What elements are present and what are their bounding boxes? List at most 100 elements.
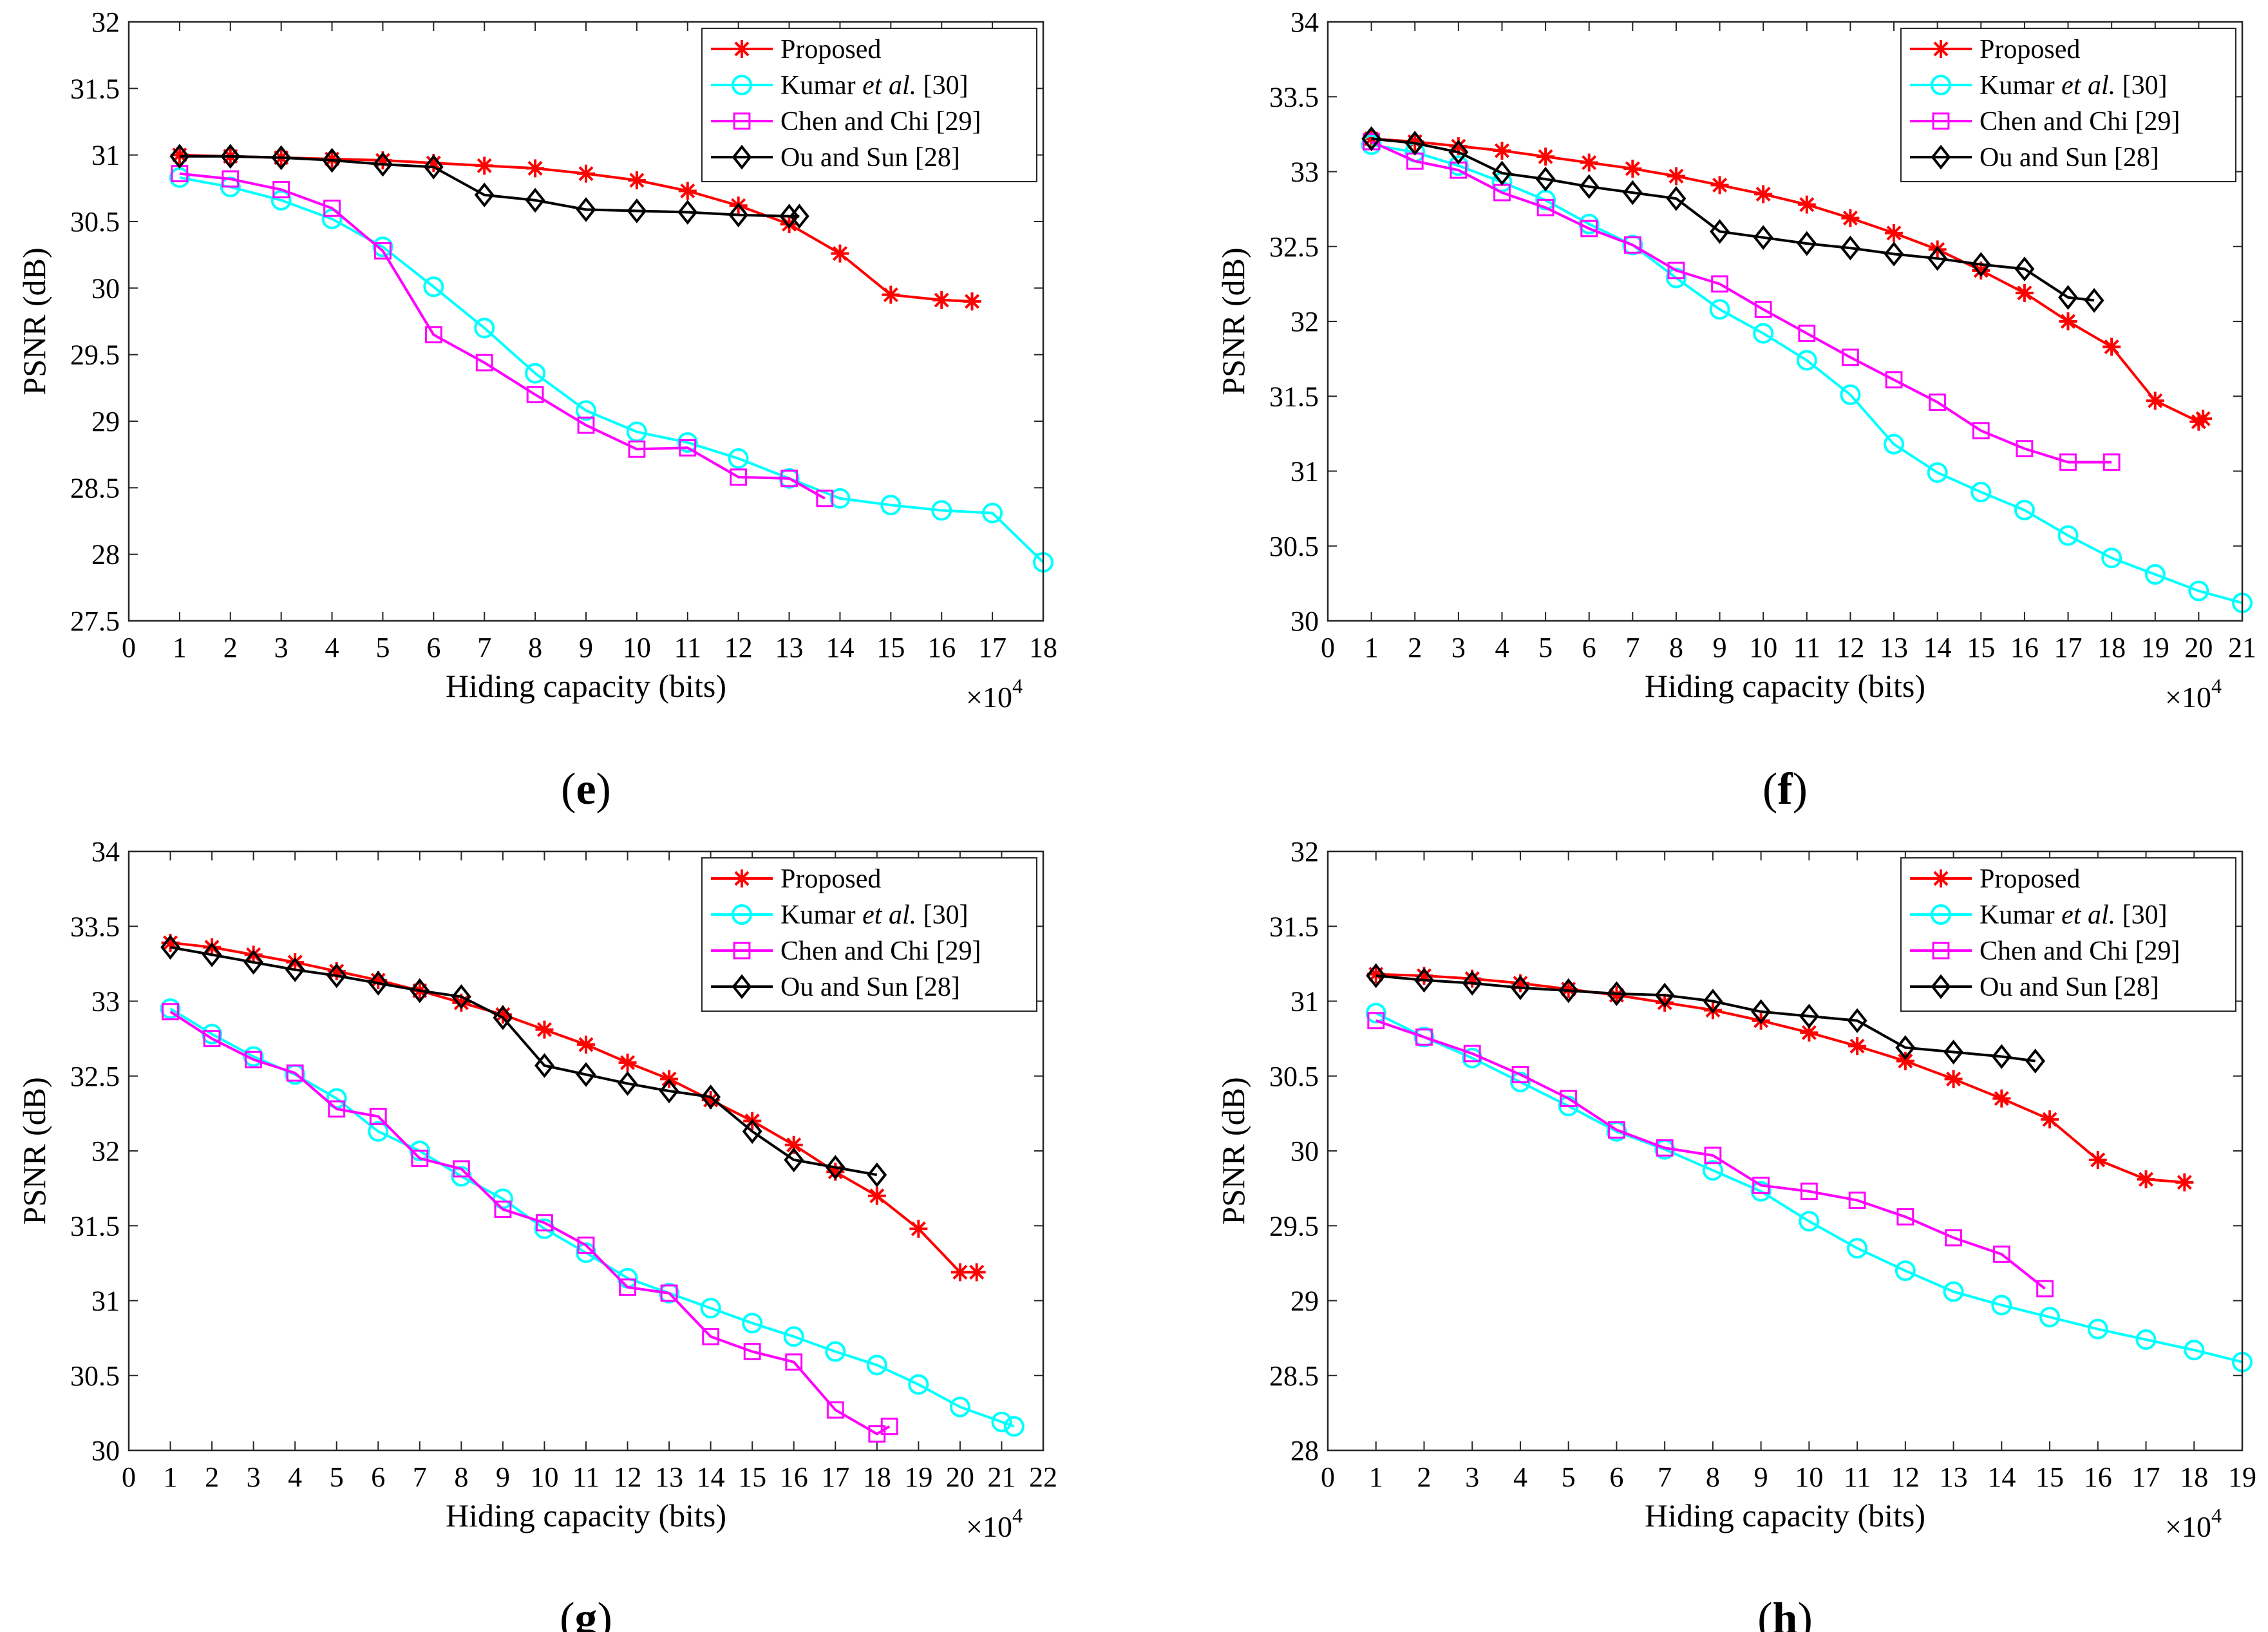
data-point <box>1895 1260 1916 1281</box>
x-tick-label: 2 <box>223 632 238 663</box>
data-point <box>222 170 240 188</box>
y-tick-label: 31.5 <box>70 1210 120 1242</box>
data-point <box>243 1046 264 1067</box>
data-point <box>1753 323 1774 344</box>
x-tick-label: 17 <box>2132 1461 2160 1493</box>
x-multiplier: ×104 <box>966 1504 1023 1543</box>
data-point <box>1885 371 1903 389</box>
x-tick-label: 4 <box>1495 632 1509 663</box>
data-point <box>526 386 544 404</box>
series-line-chen-and-chi-29 <box>169 1011 891 1436</box>
series-ou-and-sun-28 <box>160 935 887 1188</box>
y-tick-label: 31 <box>1290 986 1319 1018</box>
legend-label: Proposed <box>780 864 881 894</box>
x-tick-label: 9 <box>1754 1461 1768 1493</box>
data-point <box>1927 246 1948 271</box>
data-point <box>326 963 347 989</box>
x-multiplier: ×104 <box>966 674 1023 714</box>
y-tick-label: 30.5 <box>70 1360 120 1392</box>
x-axis-label: Hiding capacity (bits) <box>446 668 726 704</box>
series-line-kumar-et-al-30 <box>1371 143 2243 605</box>
y-tick-label: 30.5 <box>70 206 120 238</box>
data-point <box>627 171 646 189</box>
data-point <box>829 488 851 509</box>
x-tick-label: 9 <box>1713 632 1727 663</box>
x-tick-label: 16 <box>2010 632 2039 663</box>
data-point <box>2135 1329 2157 1350</box>
y-tick-label: 34 <box>1290 6 1319 38</box>
x-tick-label: 18 <box>2097 632 2126 663</box>
data-point <box>1796 350 1817 371</box>
x-tick-label: 0 <box>1321 1461 1335 1493</box>
x-tick-label: 3 <box>1465 1461 1479 1493</box>
data-point <box>576 1062 596 1087</box>
x-axis-label: Hiding capacity (bits) <box>1645 668 1925 704</box>
data-point <box>1972 261 1990 280</box>
data-point <box>1797 231 1817 256</box>
x-tick-label: 12 <box>614 1461 642 1493</box>
data-point <box>2137 1170 2155 1189</box>
data-point <box>1623 159 1642 178</box>
x-tick-label: 9 <box>579 632 593 663</box>
legend-item-chen-and-chi-29: Chen and Chi [29] <box>1910 107 2180 137</box>
data-point <box>272 181 290 198</box>
legend-marker <box>733 40 751 58</box>
x-tick-label: 10 <box>1795 1461 1823 1493</box>
x-tick-label: 17 <box>821 1461 849 1493</box>
data-point <box>825 1155 846 1180</box>
data-point <box>368 971 388 996</box>
data-point <box>2014 499 2035 520</box>
series-ou-and-sun-28 <box>169 144 809 229</box>
data-point <box>2059 312 2077 330</box>
x-tick-label: 6 <box>1582 632 1596 663</box>
y-tick-label: 31.5 <box>70 73 120 104</box>
x-tick-label: 14 <box>1987 1461 2016 1493</box>
data-point <box>1361 126 1382 151</box>
legend-label: Kumar et al. [30] <box>1980 71 2168 100</box>
x-tick-label: 1 <box>173 632 187 663</box>
data-point <box>1754 185 1773 204</box>
data-point <box>701 1084 721 1110</box>
x-tick-label: 4 <box>325 632 339 663</box>
y-tick-label: 32.5 <box>1269 231 1319 263</box>
legend-item-kumar-et-al-30: Kumar et al. [30] <box>711 900 969 930</box>
data-point <box>963 292 981 310</box>
data-point <box>1492 160 1512 186</box>
y-tick-label: 28.5 <box>70 472 120 504</box>
y-tick-label: 31.5 <box>1269 381 1319 412</box>
data-point <box>328 1100 346 1118</box>
data-point <box>867 1186 886 1205</box>
data-point <box>161 933 180 952</box>
data-point <box>372 236 393 258</box>
y-tick-label: 30 <box>1290 605 1319 637</box>
data-point <box>1606 981 1627 1007</box>
x-tick-label: 3 <box>274 632 288 663</box>
data-point <box>660 1284 678 1302</box>
legend-label: Proposed <box>1980 35 2080 64</box>
data-point <box>286 1064 304 1082</box>
data-point <box>931 500 952 521</box>
data-point <box>2144 564 2166 585</box>
data-point <box>1840 384 1861 405</box>
data-point <box>1463 1045 1481 1063</box>
data-point <box>1895 1035 1916 1060</box>
legend-label: Ou and Sun [28] <box>1980 973 2159 1002</box>
panel-e: 0 1 2 3 4 5 6 7 8 9 10 11 12 13 14 15 16 17 1827.52828.529… <box>16 6 1057 814</box>
data-point <box>618 1071 638 1096</box>
data-point <box>286 953 305 972</box>
data-point <box>784 1147 804 1173</box>
data-point <box>1666 186 1687 211</box>
data-point <box>1667 167 1685 185</box>
panel-label: (g) <box>560 1594 612 1632</box>
data-point <box>1709 299 1730 320</box>
data-point <box>2103 453 2121 471</box>
data-point <box>411 1150 429 1168</box>
legend-marker <box>732 904 752 925</box>
data-point <box>1511 1066 1529 1083</box>
x-tick-label: 3 <box>1451 632 1466 663</box>
legend-label: Ou and Sun [28] <box>780 973 960 1002</box>
data-point <box>743 1343 761 1360</box>
x-tick-label: 8 <box>1669 632 1683 663</box>
legend-label: Proposed <box>1980 864 2080 894</box>
